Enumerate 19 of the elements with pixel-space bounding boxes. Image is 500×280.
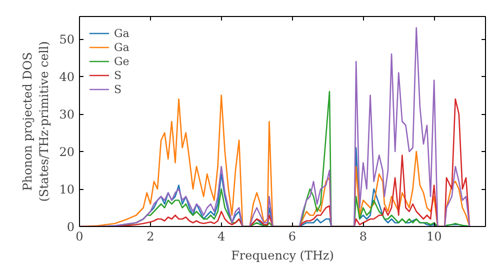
x-axis-title: Frequency (THz) (231, 248, 334, 262)
y-tick-label: 50 (59, 32, 75, 46)
legend-label: Ga (114, 40, 130, 54)
legend-label: S (114, 68, 123, 82)
x-tick-label: 6 (288, 230, 296, 244)
x-tick-label: 10 (426, 230, 442, 244)
y-tick-label: 30 (59, 108, 75, 122)
y-tick-label: 0 (66, 220, 75, 234)
legend-label: S (114, 82, 123, 96)
y-axis-title: Phonon projected DOS (States/THz·primitive cell) (20, 41, 52, 202)
y-tick-label: 20 (59, 145, 75, 159)
x-tick-label: 2 (146, 230, 154, 244)
x-tick-label: 8 (359, 230, 367, 244)
x-tick-label: 0 (76, 230, 84, 244)
legend-label: Ge (114, 54, 130, 68)
y-tick-label: 40 (59, 70, 75, 84)
legend-label: Ga (114, 26, 130, 40)
y-tick-label: 10 (59, 182, 75, 196)
x-tick-label: 4 (218, 230, 226, 244)
